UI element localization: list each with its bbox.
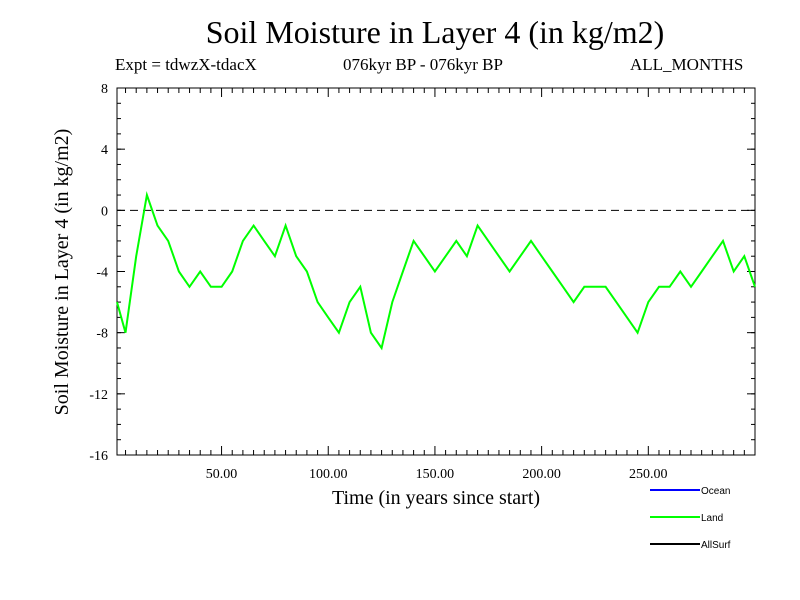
x-axis-label: Time (in years since start) — [332, 487, 540, 509]
legend-label-land: Land — [701, 513, 723, 524]
series-line-land — [116, 191, 756, 351]
x-tick-label: 100.00 — [309, 467, 348, 482]
y-axis-label: Soil Moisture in Layer 4 (in kg/m2) — [51, 129, 73, 416]
legend: Ocean Land AllSurf — [650, 486, 731, 551]
x-tick-label: 250.00 — [629, 467, 668, 482]
legend-label-ocean: Ocean — [701, 486, 730, 497]
y-tick-label: 8 — [101, 82, 108, 97]
series-group — [116, 191, 756, 351]
legend-label-allsurf: AllSurf — [701, 540, 731, 551]
axis-ticks: -16 -12 -8 -4 0 4 8 50.00 100.00 150.00 200.00 250.… — [89, 82, 755, 482]
x-tick-label: 50.00 — [206, 467, 238, 482]
x-tick-label: 150.00 — [416, 467, 455, 482]
y-tick-label: -12 — [89, 388, 108, 403]
period-label: 076kyr BP - 076kyr BP — [343, 55, 503, 74]
y-tick-label: -8 — [96, 327, 108, 342]
y-tick-label: -16 — [89, 449, 108, 464]
x-tick-label: 200.00 — [522, 467, 561, 482]
y-tick-label: -4 — [96, 266, 108, 281]
months-label: ALL_MONTHS — [630, 55, 744, 74]
expt-label: Expt = tdwzX-tdacX — [115, 55, 257, 74]
y-tick-label: 4 — [101, 143, 108, 158]
y-tick-label: 0 — [101, 204, 108, 219]
chart-title: Soil Moisture in Layer 4 (in kg/m2) — [205, 14, 665, 50]
